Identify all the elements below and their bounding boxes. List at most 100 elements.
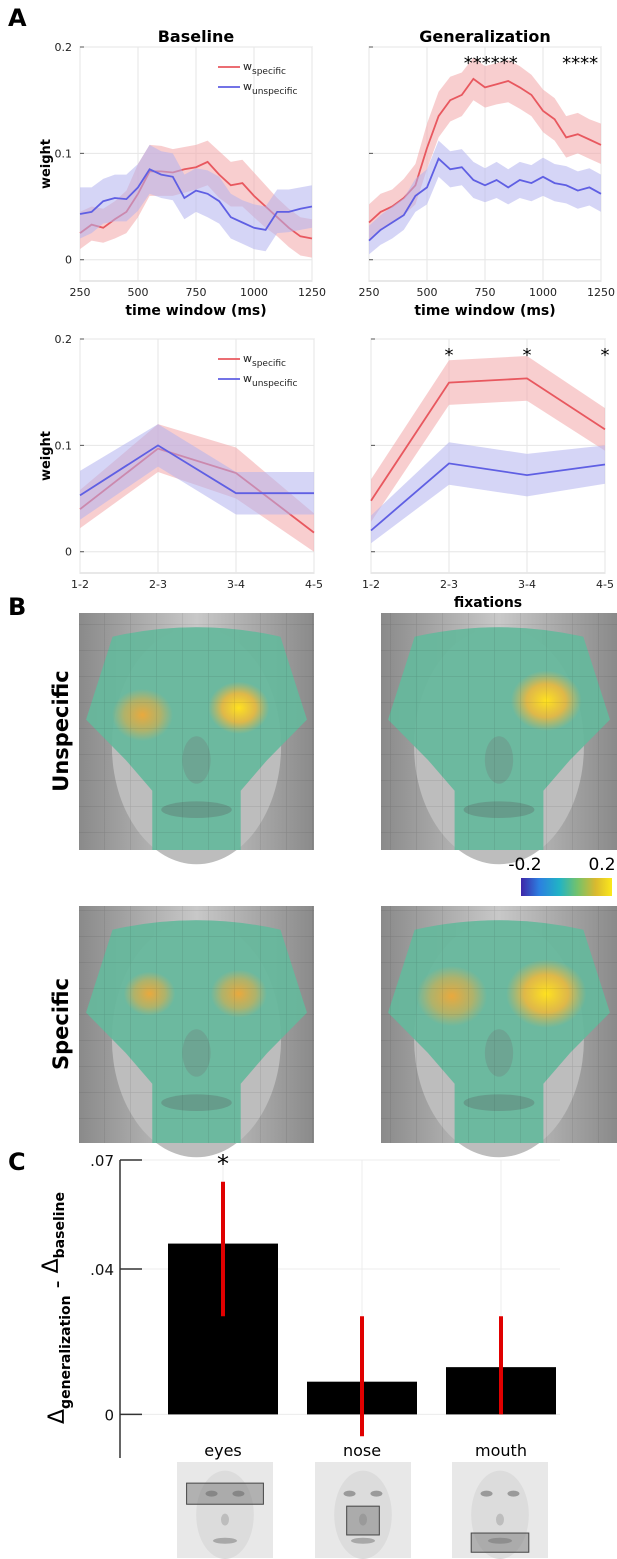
x-tick-label: 1250 bbox=[587, 286, 615, 299]
x-tick-label: 1000 bbox=[240, 286, 268, 299]
thumbnail-nose bbox=[315, 1462, 411, 1559]
heatmap-faces bbox=[79, 613, 617, 1158]
thumbnail-mouth bbox=[213, 1537, 237, 1544]
x-tick-label: 1250 bbox=[298, 286, 326, 299]
thumbnail-eye bbox=[343, 1490, 356, 1497]
legend-entry-unspecific: wunspecific bbox=[243, 372, 297, 389]
x-tick-label: 500 bbox=[417, 286, 438, 299]
x-tick-label: 2-3 bbox=[440, 578, 458, 591]
colorbar-min-label: -0.2 bbox=[508, 855, 541, 875]
thumbnail-region-box bbox=[346, 1505, 380, 1536]
y-tick-label: 0 bbox=[65, 254, 72, 267]
significance-star: * bbox=[217, 1150, 229, 1178]
row-label-unspecific: Unspecific bbox=[49, 670, 73, 791]
x-tick-label: nose bbox=[343, 1441, 381, 1460]
series-line-unspecific bbox=[79, 168, 313, 231]
x-tick-label: 2-3 bbox=[149, 578, 167, 591]
thumbnail-mouth bbox=[452, 1462, 548, 1559]
legend: wspecific wunspecific bbox=[218, 352, 297, 389]
significance-stars: * bbox=[445, 345, 454, 366]
y-tick-label: 0.1 bbox=[55, 439, 73, 452]
thumbnail-eye bbox=[507, 1490, 520, 1497]
x-tick-label: 1000 bbox=[529, 286, 557, 299]
thumbnail-nose bbox=[496, 1513, 504, 1526]
significance-stars: * bbox=[523, 345, 532, 366]
x-tick-label: 500 bbox=[128, 286, 149, 299]
ci-band-unspecific bbox=[371, 442, 605, 544]
series-line-unspecific bbox=[79, 444, 314, 497]
x-tick-label: eyes bbox=[204, 1441, 242, 1460]
panel-letter-a: A bbox=[8, 4, 27, 32]
y-tick-label: .07 bbox=[90, 1152, 114, 1170]
x-axis-label: fixations bbox=[454, 595, 522, 611]
x-tick-label: 750 bbox=[186, 286, 207, 299]
x-tick-label: 750 bbox=[475, 286, 496, 299]
x-tick-label: 3-4 bbox=[518, 578, 536, 591]
colorbar-max-label: 0.2 bbox=[588, 855, 615, 875]
chart-title: Generalization bbox=[419, 27, 551, 46]
series-line-unspecific bbox=[368, 157, 602, 242]
row-label-specific: Specific bbox=[49, 978, 73, 1070]
y-tick-label: .04 bbox=[90, 1261, 114, 1279]
heatmap-grid bbox=[79, 613, 314, 850]
x-tick-label: 4-5 bbox=[596, 578, 614, 591]
legend-entry-unspecific: wunspecific bbox=[243, 80, 297, 97]
thumbnail-nose bbox=[359, 1513, 367, 1526]
panel-letter-b: B bbox=[8, 593, 26, 621]
significance-stars: * bbox=[601, 345, 610, 366]
thumbnail-eye bbox=[480, 1490, 493, 1497]
thumbnail-region-box bbox=[186, 1482, 264, 1505]
x-tick-label: mouth bbox=[475, 1441, 527, 1460]
y-axis-label: weight bbox=[39, 431, 54, 481]
plot-generalization-time: 250 500 750 1000 1250 Generalization time wind… bbox=[359, 27, 616, 319]
face-heatmap bbox=[79, 906, 314, 1158]
y-tick-label: 0.2 bbox=[55, 333, 73, 346]
plot-baseline-time: 0 0.1 0.2 250 500 750 1000 1250 Baseline time win… bbox=[39, 27, 326, 319]
colorbar: -0.2 0.2 bbox=[508, 855, 616, 896]
heatmap-grid bbox=[79, 906, 314, 1143]
series-line-unspecific bbox=[370, 462, 606, 532]
ci-band-unspecific bbox=[369, 140, 601, 255]
thumbnail-eye bbox=[232, 1490, 245, 1497]
ci-band-unspecific bbox=[80, 424, 314, 520]
x-tick-label: 3-4 bbox=[227, 578, 245, 591]
heatmap-grid bbox=[381, 613, 617, 850]
y-tick-label: 0 bbox=[104, 1406, 114, 1424]
series-line-specific bbox=[370, 377, 606, 502]
significance-stars: ****** bbox=[464, 53, 518, 74]
thumbnail-eye bbox=[205, 1490, 218, 1497]
face-heatmap bbox=[79, 613, 314, 865]
plot-c-bars: .07 .04 0 eyes nose mouth * Δgeneralization - Δ… bbox=[39, 1150, 560, 1460]
panel-letter-c: C bbox=[8, 1148, 26, 1176]
legend-entry-specific: wspecific bbox=[243, 60, 286, 77]
legend: wspecific wunspecific bbox=[218, 60, 297, 97]
y-axis-label: weight bbox=[39, 139, 54, 189]
x-tick-label: 250 bbox=[359, 286, 380, 299]
significance-stars: **** bbox=[562, 53, 598, 74]
ci-band-specific bbox=[369, 57, 601, 241]
colorbar-gradient bbox=[521, 878, 612, 896]
y-axis-label: Δgeneralization - Δbaseline bbox=[39, 1192, 74, 1424]
plot-generalization-fixations: 1-2 2-3 3-4 4-5 fixations * * * bbox=[362, 338, 614, 611]
thumbnail-mouth bbox=[488, 1537, 512, 1544]
plot-baseline-fixations: 0 0.1 0.2 1-2 2-3 3-4 4-5 weight wspecific wunspe… bbox=[39, 333, 323, 591]
heatmap-grid bbox=[381, 906, 617, 1143]
y-tick-label: 0.2 bbox=[55, 41, 73, 54]
region-thumbnails bbox=[177, 1462, 548, 1559]
x-axis-label: time window (ms) bbox=[414, 303, 555, 319]
x-tick-label: 1-2 bbox=[71, 578, 89, 591]
x-tick-label: 250 bbox=[70, 286, 91, 299]
ci-band-specific bbox=[371, 356, 605, 522]
x-axis-label: time window (ms) bbox=[125, 303, 266, 319]
legend-entry-specific: wspecific bbox=[243, 352, 286, 369]
face-heatmap bbox=[381, 906, 617, 1158]
thumbnail-nose bbox=[221, 1513, 229, 1526]
chart-title: Baseline bbox=[158, 27, 235, 46]
ci-band-unspecific bbox=[80, 144, 312, 252]
x-tick-label: 1-2 bbox=[362, 578, 380, 591]
thumbnail-eye bbox=[370, 1490, 383, 1497]
thumbnail-eyes bbox=[177, 1462, 273, 1559]
x-tick-label: 4-5 bbox=[305, 578, 323, 591]
thumbnail-region-box bbox=[470, 1532, 530, 1553]
